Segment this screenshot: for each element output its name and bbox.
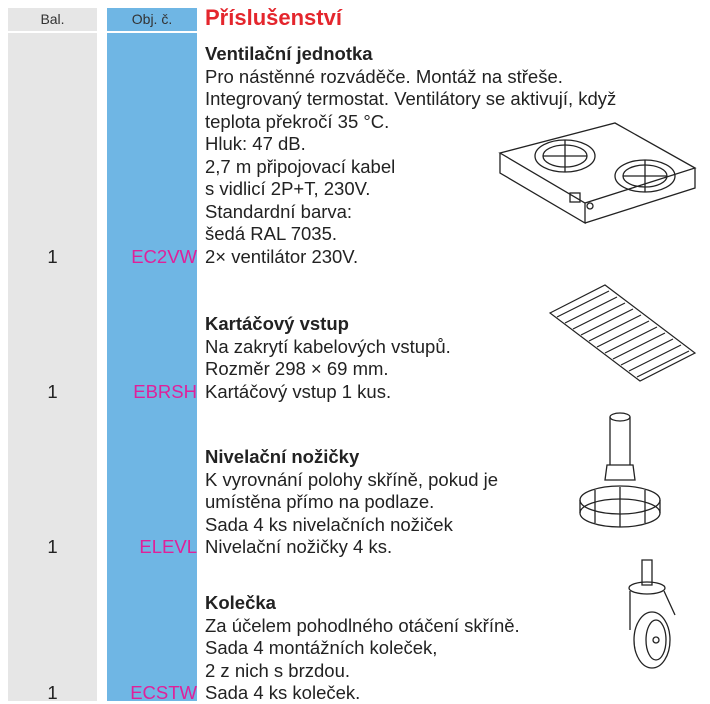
item-title: Kartáčový vstup (205, 313, 349, 334)
description-line: 2,7 m připojovací kabel (205, 155, 396, 177)
description-line: šedá RAL 7035. (205, 223, 337, 244)
quantity: 1 (47, 245, 58, 267)
description-line: Standardní barva: (205, 200, 353, 222)
description-line: umístěna přímo na podlaze. (205, 491, 435, 512)
brush-image (548, 284, 697, 382)
description-line: Sada 4 ks koleček. (205, 682, 361, 703)
order-code: EC2VW (131, 245, 197, 267)
description-line: Rozměr 298 × 69 mm. (205, 358, 389, 379)
quantity: 1 (47, 380, 58, 402)
description-line: Kartáčový vstup 1 kus. (205, 380, 392, 402)
description-line: K vyrovnání polohy skříně, pokud je (205, 468, 499, 490)
description-line: Sada 4 montážních koleček, (205, 637, 438, 658)
description-line: Hluk: 47 dB. (205, 133, 306, 154)
description-line: Sada 4 ks nivelačních nožiček (205, 513, 453, 535)
leveling-foot-image (579, 412, 661, 528)
description-line: Na zakrytí kabelových vstupů. (205, 335, 451, 357)
description-line: Integrovaný termostat. Ventilátory se ak… (205, 88, 617, 109)
order-code: ECSTW (130, 682, 197, 703)
fan-unit-image (498, 122, 697, 225)
order-code: EBRSH (133, 380, 197, 402)
order-code: ELEVL (139, 536, 197, 557)
quantity: 1 (47, 682, 58, 703)
description-line: 2× ventilátor 230V. (205, 245, 359, 267)
item-title: Kolečka (205, 592, 276, 613)
caster-image (628, 559, 676, 669)
code-column (107, 33, 197, 701)
description-line: Nivelační nožičky 4 ks. (205, 536, 393, 557)
section-title: Příslušenství (205, 5, 342, 30)
item-title: Nivelační nožičky (205, 446, 360, 467)
code-header: Obj. č. (107, 8, 197, 31)
description-line: s vidlicí 2P+T, 230V. (205, 178, 371, 199)
quantity: 1 (47, 536, 58, 557)
description-line: 2 z nich s brzdou. (205, 659, 350, 681)
qty-column (8, 33, 97, 701)
description-line: Pro nástěnné rozváděče. Montáž na střeše… (205, 65, 563, 87)
description-line: teplota překročí 35 °C. (205, 110, 390, 132)
item-title: Ventilační jednotka (205, 43, 373, 64)
qty-header: Bal. (8, 8, 97, 31)
description-line: Za účelem pohodlného otáčení skříně. (205, 614, 520, 636)
